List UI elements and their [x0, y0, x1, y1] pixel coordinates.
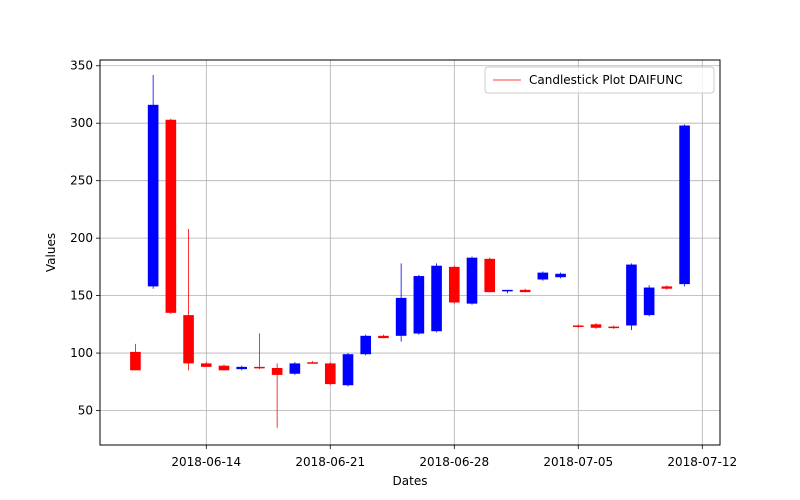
candle-body: [165, 119, 177, 313]
candle-body: [572, 325, 584, 327]
candle-body: [502, 289, 513, 292]
legend-label: Candlestick Plot DAIFUNC: [529, 73, 683, 87]
candle-body: [484, 258, 496, 293]
plot-frame: [99, 59, 721, 446]
candle-body: [271, 368, 283, 375]
legend: Candlestick Plot DAIFUNC: [484, 66, 715, 94]
candle-body: [378, 335, 389, 339]
candle-body: [413, 276, 425, 334]
candle-body: [661, 286, 673, 289]
candle-body: [147, 104, 159, 287]
x-tick-label: 2018-07-12: [667, 455, 737, 469]
y-tick-label: 350: [70, 59, 93, 73]
x-axis-title: Dates: [393, 474, 428, 488]
y-tick-label: 50: [78, 404, 93, 418]
candle-body: [643, 287, 655, 316]
x-tick-label: 2018-06-14: [171, 455, 241, 469]
y-tick-label: 150: [70, 289, 93, 303]
candle-body: [519, 289, 531, 293]
candle-body: [307, 362, 318, 364]
candle-body: [608, 326, 620, 329]
candle-body: [431, 265, 442, 332]
candle-body: [200, 363, 212, 367]
candle-body: [466, 257, 478, 304]
candle-body: [590, 324, 602, 328]
candle-body: [448, 266, 460, 303]
candle-body: [183, 315, 194, 364]
candle-body: [360, 335, 372, 355]
y-tick-label: 250: [70, 174, 93, 188]
y-tick-label: 100: [70, 346, 93, 360]
legend-box: [484, 66, 715, 94]
axis-ticks: 50 100 150 200 250 300 350 2018-06-14 2018-06-21…: [70, 59, 737, 469]
candle-body: [342, 354, 354, 386]
x-tick-label: 2018-07-05: [543, 455, 613, 469]
x-tick-label: 2018-06-21: [295, 455, 365, 469]
candle-body: [679, 125, 690, 285]
candle-body: [537, 272, 549, 280]
candle-body: [324, 363, 336, 385]
candle-body: [236, 366, 248, 370]
y-tick-label: 200: [70, 231, 93, 245]
x-tick-label: 2018-06-28: [419, 455, 489, 469]
y-tick-label: 300: [70, 116, 93, 130]
candle-body: [218, 365, 230, 371]
candles: [130, 74, 690, 428]
candle-body: [254, 366, 265, 369]
candle-body: [289, 363, 301, 374]
candle-body: [555, 273, 566, 278]
candle-body: [626, 264, 637, 326]
candle-body: [130, 351, 141, 371]
y-axis-title: Values: [44, 233, 58, 272]
grid-lines: [100, 60, 720, 445]
candle-body: [395, 297, 407, 336]
